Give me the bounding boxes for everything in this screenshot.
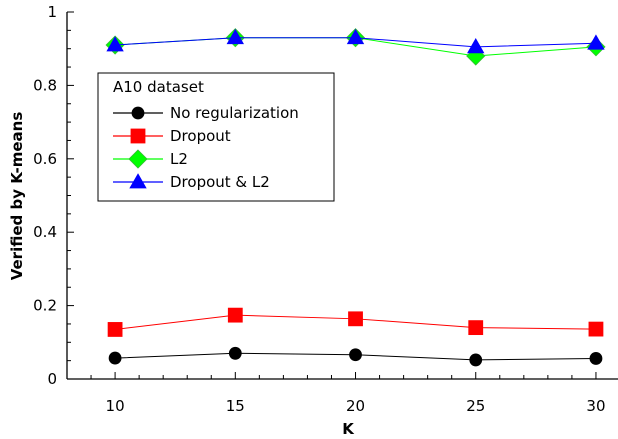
data-point-no-regularization <box>108 351 122 365</box>
legend-label: Dropout <box>170 127 231 145</box>
y-tick-label: 0.2 <box>33 297 57 315</box>
data-point-no-regularization <box>589 352 603 365</box>
y-tick-label: 0.6 <box>33 150 57 168</box>
data-point-dropout <box>107 322 123 337</box>
x-tick-label: 20 <box>346 397 365 415</box>
data-point-dropout <box>588 321 604 337</box>
y-tick-label: 0 <box>47 370 57 388</box>
y-ticks: 0 0.2 0.4 0.6 0.8 1 <box>33 3 74 388</box>
data-point-dropout <box>348 311 363 327</box>
legend-label: L2 <box>170 150 188 168</box>
x-tick-label: 10 <box>106 397 125 415</box>
data-point-dropout-l2 <box>106 36 124 52</box>
data-point-dropout-l2 <box>226 28 244 45</box>
series-no-regularization <box>108 346 603 367</box>
series-dropout-l2 <box>106 28 605 54</box>
x-tick-label: 25 <box>466 397 485 415</box>
data-point-no-regularization <box>349 348 362 362</box>
legend-label: No regularization <box>170 104 299 122</box>
x-tick-label: 30 <box>586 397 605 415</box>
data-point-dropout-l2 <box>467 38 485 54</box>
legend-label: Dropout & L2 <box>170 173 270 191</box>
y-tick-label: 0.8 <box>33 76 57 94</box>
legend-marker-dropout <box>130 128 146 144</box>
legend-item: L2 <box>113 149 188 169</box>
x-axis-label: K <box>342 420 355 438</box>
series-group <box>105 28 606 367</box>
data-point-dropout <box>227 307 243 323</box>
legend-item: No regularization <box>113 104 299 122</box>
data-point-dropout <box>468 320 484 336</box>
data-point-dropout-l2 <box>587 34 605 50</box>
legend-items: No regularization Dropout L2 Dropout & L2 <box>113 104 299 191</box>
series-dropout <box>107 307 604 337</box>
legend-title: A10 dataset <box>113 78 204 96</box>
data-point-dropout-l2 <box>346 28 365 45</box>
data-point-no-regularization <box>228 346 242 360</box>
data-point-no-regularization <box>469 353 483 367</box>
y-tick-label: 0.4 <box>33 223 57 241</box>
legend-marker-no-regularization <box>131 106 145 120</box>
legend-item: Dropout <box>113 127 231 145</box>
y-tick-label: 1 <box>47 3 57 21</box>
x-ticks: 10 15 20 25 30 <box>90 372 606 415</box>
y-axis-label: Verified by K-means <box>8 112 26 281</box>
legend: A10 dataset No regularization Dropout L2 Dr… <box>97 72 335 202</box>
legend-marker-l2 <box>128 149 148 169</box>
x-tick-label: 15 <box>226 397 245 415</box>
legend-marker-dropout-l2 <box>129 173 147 189</box>
legend-item: Dropout & L2 <box>113 173 270 191</box>
